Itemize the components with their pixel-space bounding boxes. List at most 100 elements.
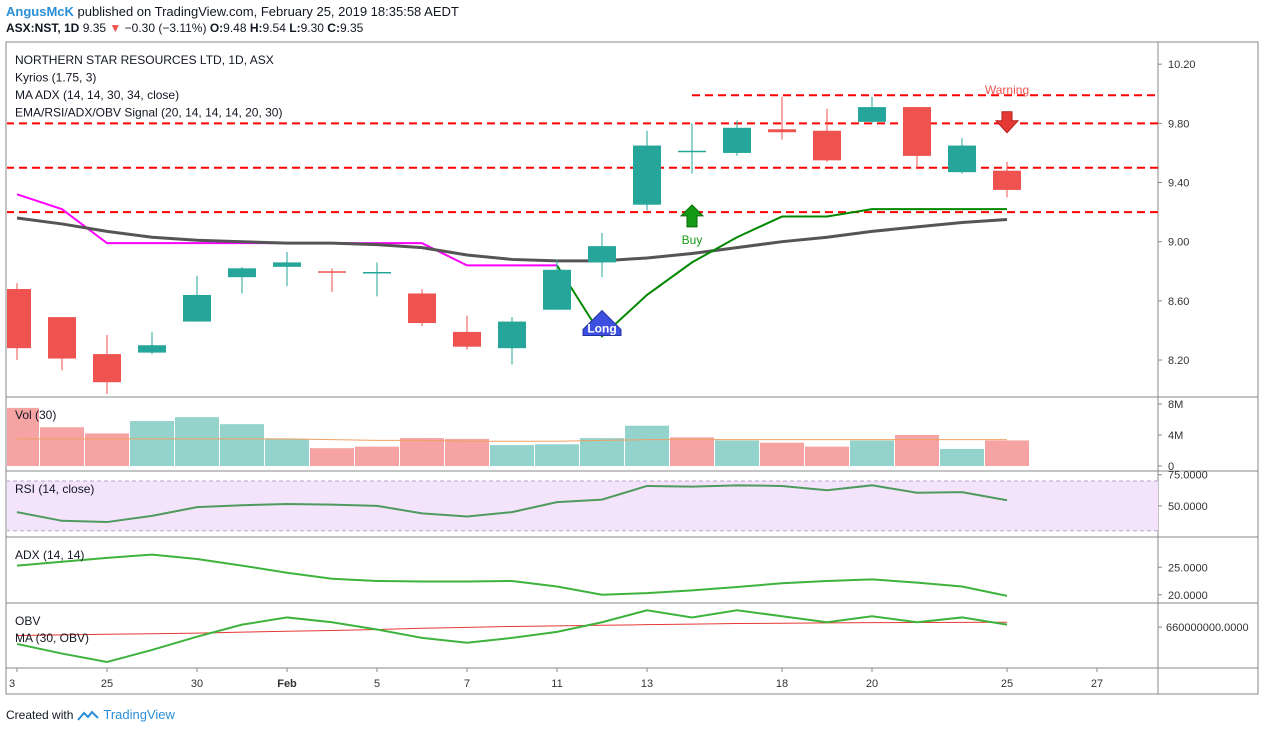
indicator-legend-item: EMA/RSI/ADX/OBV Signal (20, 14, 14, 14, … <box>15 106 282 120</box>
time-tick-label: 3 <box>9 678 15 690</box>
candle <box>948 138 976 174</box>
candle <box>318 268 346 292</box>
footer: Created with TradingView <box>6 707 175 722</box>
time-tick-label: 25 <box>1001 678 1013 690</box>
indicator-legend-item: Kyrios (1.75, 3) <box>15 71 96 85</box>
candle-body <box>7 289 31 349</box>
candle <box>723 120 751 156</box>
candle <box>363 262 391 297</box>
candle-body <box>48 317 76 359</box>
long-marker-label: Long <box>587 322 616 336</box>
candle-body <box>588 246 616 263</box>
volume-bar <box>310 448 354 466</box>
volume-bar <box>625 425 669 466</box>
candle <box>498 317 526 365</box>
volume-bar <box>7 407 39 466</box>
tradingview-brand-link[interactable]: TradingView <box>103 707 175 722</box>
obv-line <box>16 609 1008 664</box>
candle-body <box>318 271 346 273</box>
volume-ma-line <box>17 438 1007 442</box>
main-legend-title: NORTHERN STAR RESOURCES LTD, 1D, ASX <box>15 53 274 67</box>
high-value: 9.54 <box>262 21 286 35</box>
volume-bar <box>220 424 264 466</box>
candle <box>768 96 796 140</box>
time-tick-label: 20 <box>866 678 878 690</box>
last-price: 9.35 <box>82 21 107 35</box>
buy-marker-label: Buy <box>682 233 703 247</box>
obv-tick-label: 660000000.0000 <box>1166 622 1249 634</box>
candle <box>543 259 571 310</box>
volume-bar <box>895 435 939 466</box>
rsi-legend-title: RSI (14, close) <box>15 482 94 496</box>
rsi-tick-label: 50.0000 <box>1168 501 1208 513</box>
volume-bar <box>175 417 219 466</box>
candle <box>183 275 211 322</box>
adx-legend-title: ADX (14, 14) <box>15 548 84 562</box>
buy-arrow-icon <box>679 204 705 228</box>
volume-bar <box>985 440 1029 466</box>
candle <box>7 283 31 361</box>
candle-body <box>138 345 166 353</box>
candle-body <box>723 127 751 153</box>
high-label: H: <box>249 21 263 35</box>
candle <box>408 289 436 326</box>
time-tick-label: Feb <box>277 678 297 690</box>
adx-tick-label: 20.0000 <box>1168 590 1208 602</box>
adx-line <box>16 553 1008 597</box>
rsi-tick-label: 75.0000 <box>1168 470 1208 482</box>
volume-bar <box>670 437 714 466</box>
tradingview-logo-icon <box>77 710 100 721</box>
volume-tick-label: 8M <box>1168 399 1183 411</box>
author-link[interactable]: AngusMcK <box>6 4 74 19</box>
candle <box>453 315 481 350</box>
series-line-ma <box>16 216 1008 263</box>
candle-body <box>453 331 481 347</box>
candle-body <box>183 294 211 322</box>
volume-bar <box>445 438 489 466</box>
indicator-legend-item: MA ADX (14, 14, 30, 34, close) <box>15 88 179 102</box>
rsi-line <box>16 484 1008 524</box>
volume-bar <box>265 438 309 466</box>
candle <box>273 252 301 287</box>
candle <box>993 161 1021 198</box>
open-label: O: <box>209 21 224 35</box>
candle-body <box>93 354 121 383</box>
candle-body <box>993 170 1021 190</box>
candle <box>903 107 931 170</box>
obv-ma-legend: MA (30, OBV) <box>15 631 89 645</box>
candle <box>633 130 661 211</box>
candle <box>678 123 706 174</box>
volume-bar <box>490 445 534 466</box>
price-tick-label: 8.60 <box>1168 296 1189 308</box>
volume-legend-title: Vol (30) <box>15 408 56 422</box>
publish-line: AngusMcK published on TradingView.com, F… <box>6 4 459 19</box>
long-marker-icon <box>582 309 622 337</box>
plot-area: Long Buy Warning <box>7 83 1158 664</box>
volume-bar <box>940 448 984 466</box>
warning-marker-label: Warning <box>985 83 1029 97</box>
candle <box>228 266 256 294</box>
time-tick-label: 11 <box>551 678 562 690</box>
price-tick-label: 9.40 <box>1168 178 1189 190</box>
close-value: 9.35 <box>339 21 364 35</box>
time-tick-label: 30 <box>191 678 203 690</box>
price-tick-label: 8.20 <box>1168 355 1189 367</box>
volume-bar <box>400 438 444 466</box>
created-with-label: Created with <box>6 707 74 722</box>
volume-tick-label: 4M <box>1168 430 1183 442</box>
candle-body <box>228 268 256 278</box>
time-tick-label: 18 <box>776 678 788 690</box>
candle-body <box>768 129 796 133</box>
candle <box>813 108 841 162</box>
close-label: C: <box>327 21 340 35</box>
symbol-label: ASX:NST, 1D <box>6 21 80 35</box>
candle-body <box>858 107 886 122</box>
open-value: 9.48 <box>223 21 247 35</box>
volume-bar <box>130 421 174 466</box>
change-arrow-icon: ▼ <box>109 21 122 35</box>
candle <box>138 331 166 355</box>
published-text: published on TradingView.com, February 2… <box>77 4 459 19</box>
obv-legend-title: OBV <box>15 614 40 628</box>
volume-bar <box>580 438 624 466</box>
